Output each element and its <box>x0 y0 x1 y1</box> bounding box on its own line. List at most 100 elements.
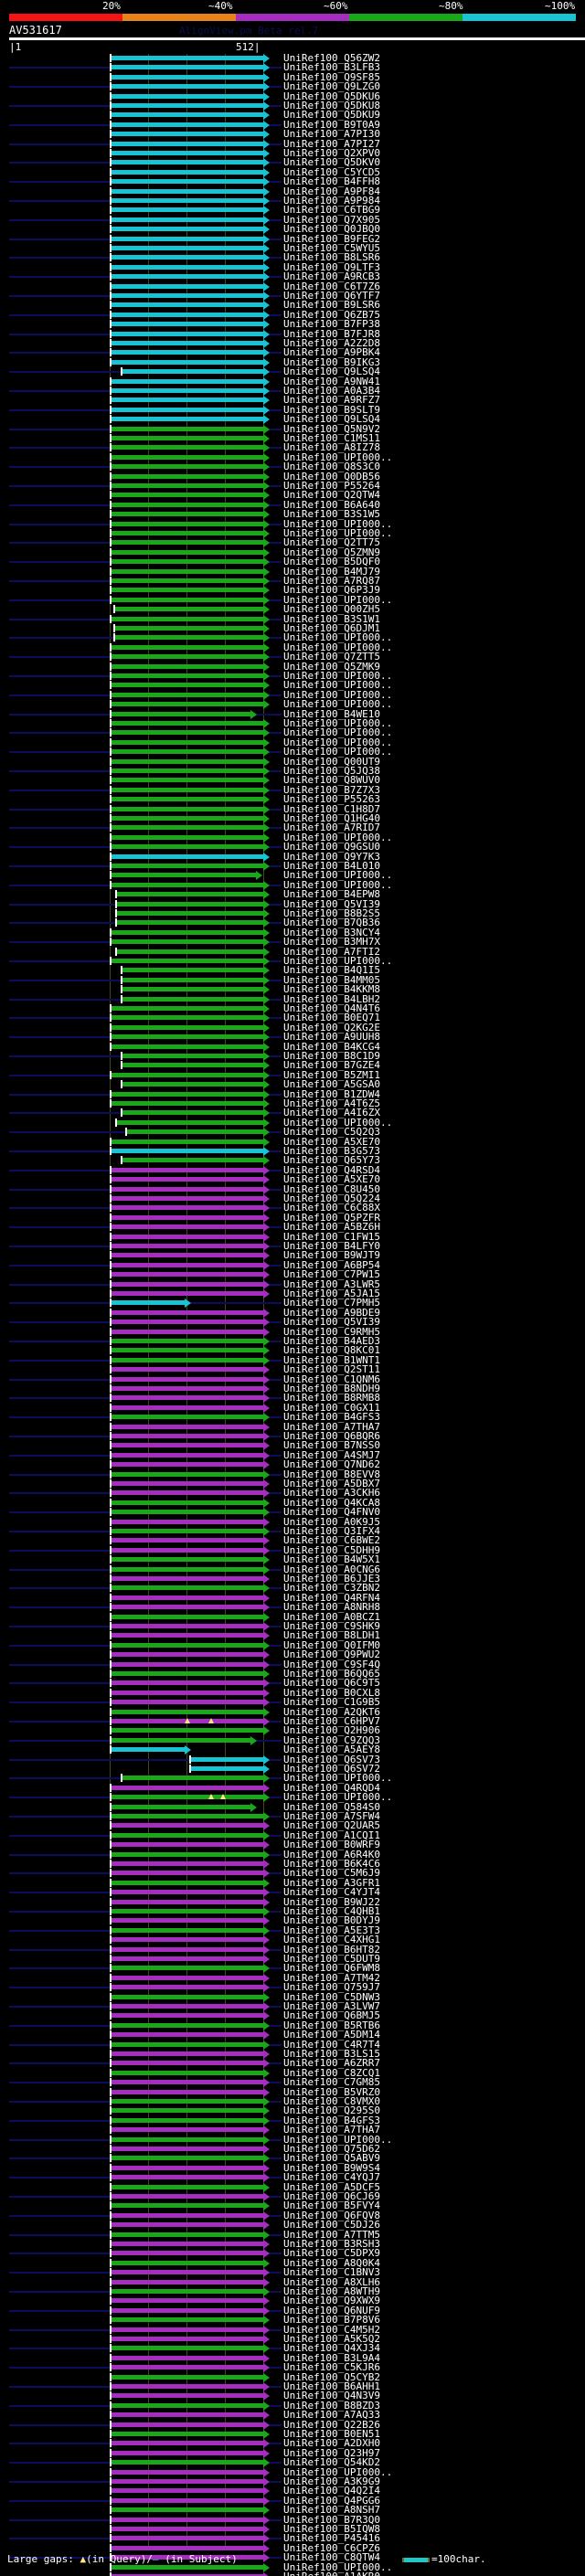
hit-label[interactable]: UniRef100_B8EVV8 <box>283 1468 380 1480</box>
hit-label[interactable]: UniRef100_UPI000.. <box>283 746 393 758</box>
hit-row[interactable]: UniRef100_Q8S3C0 <box>0 461 585 472</box>
hit-row[interactable]: UniRef100_C5WYU5 <box>0 243 585 253</box>
hit-row[interactable]: UniRef100_A0BCZ1 <box>0 1612 585 1622</box>
hit-label[interactable]: UniRef100_C1G9B5 <box>283 1696 380 1708</box>
alignment-bar[interactable] <box>191 1757 263 1762</box>
alignment-bar[interactable] <box>112 255 263 260</box>
alignment-bar[interactable] <box>112 1805 250 1809</box>
hit-label[interactable]: UniRef100_UPI000.. <box>283 518 393 530</box>
alignment-bar[interactable] <box>112 939 263 944</box>
hit-row[interactable]: UniRef100_A7RQ87 <box>0 576 585 586</box>
hit-label[interactable]: UniRef100_C5M6J9 <box>283 1867 380 1879</box>
alignment-bar[interactable] <box>112 2061 263 2065</box>
hit-label[interactable]: UniRef100_A7AQ33 <box>283 2409 380 2421</box>
alignment-bar[interactable] <box>112 1918 263 1923</box>
hit-row[interactable]: UniRef100_Q9GSU0 <box>0 841 585 853</box>
hit-row[interactable]: UniRef100_A9PF84 <box>0 186 585 196</box>
hit-label[interactable]: UniRef100_UPI000.. <box>283 737 393 748</box>
alignment-bar[interactable] <box>112 293 263 298</box>
alignment-bar[interactable] <box>112 1149 263 1153</box>
alignment-bar[interactable] <box>112 160 263 164</box>
alignment-bar[interactable] <box>112 1291 263 1296</box>
alignment-bar[interactable] <box>112 1358 263 1362</box>
hit-row[interactable]: UniRef100_UPI000.. <box>0 737 585 748</box>
hit-row[interactable]: UniRef100_UPI000.. <box>0 518 585 530</box>
hit-row[interactable]: UniRef100_A5BZ6H <box>0 1222 585 1232</box>
hit-label[interactable]: UniRef100_A5JA15 <box>283 1288 380 1299</box>
hit-label[interactable]: UniRef100_B8LDH1 <box>283 1629 380 1641</box>
alignment-bar[interactable] <box>112 730 263 735</box>
hit-row[interactable]: UniRef100_A0CNG6 <box>0 1564 585 1574</box>
alignment-bar[interactable] <box>112 1947 263 1952</box>
hit-label[interactable]: UniRef100_Q9SF85 <box>283 71 380 83</box>
alignment-bar[interactable] <box>112 1585 263 1590</box>
alignment-bar[interactable] <box>112 1339 263 1343</box>
hit-row[interactable]: UniRef100_Q6NUF9 <box>0 2306 585 2316</box>
hit-label[interactable]: UniRef100_B9SLT9 <box>283 404 380 416</box>
hit-row[interactable]: UniRef100_B4GFS3 <box>0 1412 585 1422</box>
alignment-bar[interactable] <box>191 1766 263 1771</box>
hit-label[interactable]: UniRef100_P45416 <box>283 2532 380 2544</box>
alignment-bar[interactable] <box>122 987 263 991</box>
hit-row[interactable]: UniRef100_B3LS15 <box>0 2049 585 2059</box>
hit-label[interactable]: UniRef100_B6QQ65 <box>283 1668 380 1680</box>
alignment-bar[interactable] <box>112 1405 263 1410</box>
alignment-bar[interactable] <box>112 341 263 345</box>
hit-label[interactable]: UniRef100_B8B2S5 <box>283 907 380 919</box>
hit-label[interactable]: UniRef100_C5DNW3 <box>283 1991 380 2003</box>
hit-row[interactable]: UniRef100_A7RID7 <box>0 822 585 832</box>
alignment-bar[interactable] <box>112 2488 263 2493</box>
alignment-bar[interactable] <box>112 1529 263 1533</box>
hit-label[interactable]: UniRef100_UPI000.. <box>283 879 393 891</box>
hit-row[interactable]: UniRef100_A5K5Q2 <box>0 2334 585 2344</box>
hit-label[interactable]: UniRef100_B4GFS3 <box>283 2115 380 2126</box>
hit-label[interactable]: UniRef100_C4XHG1 <box>283 1934 380 1945</box>
hit-label[interactable]: UniRef100_Q6NUF9 <box>283 2305 380 2316</box>
alignment-bar[interactable] <box>112 84 263 89</box>
hit-label[interactable]: UniRef100_A8NRH8 <box>283 1601 380 1613</box>
alignment-bar[interactable] <box>112 170 263 175</box>
alignment-bar[interactable] <box>112 2565 263 2570</box>
hit-row[interactable]: UniRef100_Q2ST11 <box>0 1364 585 1374</box>
alignment-bar[interactable] <box>112 1662 263 1667</box>
hit-label[interactable]: UniRef100_P55264 <box>283 480 380 492</box>
hit-row[interactable]: UniRef100_Q5VI39 <box>0 899 585 909</box>
alignment-bar[interactable] <box>112 1092 263 1097</box>
alignment-bar[interactable] <box>112 522 263 526</box>
hit-row[interactable]: UniRef100_B8EVV8 <box>0 1468 585 1480</box>
hit-label[interactable]: UniRef100_Q5DKV0 <box>283 156 380 168</box>
hit-label[interactable]: UniRef100_Q9Y7K3 <box>283 851 380 863</box>
alignment-bar[interactable] <box>112 588 263 592</box>
hit-label[interactable]: UniRef100_Q9LZG0 <box>283 80 380 92</box>
alignment-bar[interactable] <box>112 1310 263 1315</box>
hit-row[interactable]: UniRef100_Q2KG2E <box>0 1023 585 1033</box>
hit-label[interactable]: UniRef100_Q9GSU0 <box>283 841 380 853</box>
hit-label[interactable]: UniRef100_Q8S3C0 <box>283 461 380 472</box>
hit-row[interactable]: UniRef100_Q56ZW2 <box>0 53 585 63</box>
alignment-bar[interactable] <box>117 892 263 896</box>
hit-label[interactable]: UniRef100_Q5ABV9 <box>283 2152 380 2164</box>
hit-row[interactable]: UniRef100_Q6BQR6 <box>0 1431 585 1441</box>
hit-label[interactable]: UniRef100_Q4N3V9 <box>283 2390 380 2401</box>
hit-label[interactable]: UniRef100_B0WRF9 <box>283 1839 380 1850</box>
hit-label[interactable]: UniRef100_A9RCB3 <box>283 270 380 282</box>
hit-row[interactable]: UniRef100_B6QQ65 <box>0 1668 585 1680</box>
hit-row[interactable]: UniRef100_C0GX11 <box>0 1403 585 1413</box>
hit-label[interactable]: UniRef100_A4SMJ7 <box>283 1449 380 1461</box>
alignment-bar[interactable] <box>112 749 263 754</box>
alignment-bar[interactable] <box>112 807 263 811</box>
alignment-bar[interactable] <box>112 721 263 726</box>
hit-label[interactable]: UniRef100_Q4KCA8 <box>283 1497 380 1509</box>
hit-label[interactable]: UniRef100_A9NW41 <box>283 376 380 387</box>
alignment-bar[interactable] <box>112 1890 263 1894</box>
hit-row[interactable]: UniRef100_B5IQW8 <box>0 2524 585 2534</box>
alignment-bar[interactable] <box>112 1985 263 1989</box>
hit-row[interactable]: UniRef100_B8C1D9 <box>0 1051 585 1061</box>
hit-label[interactable]: UniRef100_C5DPX9 <box>283 2247 380 2259</box>
hit-row[interactable]: UniRef100_B7QB36 <box>0 917 585 928</box>
alignment-bar[interactable] <box>112 1710 263 1714</box>
hit-label[interactable]: UniRef100_A4I6ZX <box>283 1107 380 1118</box>
hit-row[interactable]: UniRef100_B9FEG2 <box>0 234 585 244</box>
hit-row[interactable]: UniRef100_B6HT82 <box>0 1945 585 1955</box>
hit-row[interactable]: UniRef100_Q6SV72 <box>0 1764 585 1774</box>
